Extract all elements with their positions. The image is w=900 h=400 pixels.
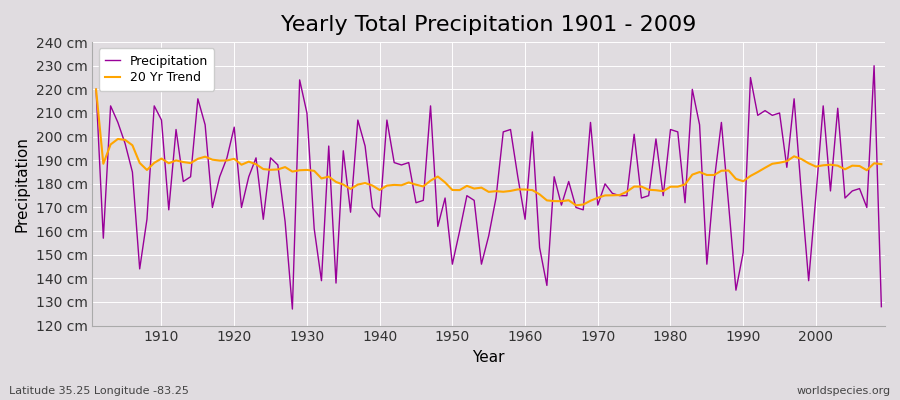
Precipitation bbox=[526, 130, 537, 134]
Y-axis label: Precipitation: Precipitation bbox=[15, 136, 30, 232]
20 Yr Trend bbox=[91, 87, 102, 92]
Precipitation bbox=[148, 104, 159, 108]
20 Yr Trend bbox=[614, 193, 625, 198]
Title: Yearly Total Precipitation 1901 - 2009: Yearly Total Precipitation 1901 - 2009 bbox=[281, 15, 697, 35]
Precipitation bbox=[360, 144, 371, 148]
Precipitation bbox=[868, 63, 879, 68]
20 Yr Trend bbox=[519, 187, 530, 192]
Precipitation bbox=[876, 304, 886, 309]
Precipitation bbox=[519, 217, 530, 222]
Legend: Precipitation, 20 Yr Trend: Precipitation, 20 Yr Trend bbox=[99, 48, 214, 91]
Precipitation bbox=[91, 87, 102, 92]
Text: Latitude 35.25 Longitude -83.25: Latitude 35.25 Longitude -83.25 bbox=[9, 386, 189, 396]
20 Yr Trend bbox=[148, 160, 159, 165]
Line: Precipitation: Precipitation bbox=[96, 66, 881, 309]
20 Yr Trend bbox=[512, 187, 523, 192]
20 Yr Trend bbox=[876, 162, 886, 166]
Text: worldspecies.org: worldspecies.org bbox=[796, 386, 891, 396]
Precipitation bbox=[287, 307, 298, 312]
20 Yr Trend bbox=[571, 203, 581, 208]
Precipitation bbox=[614, 193, 625, 198]
Precipitation bbox=[316, 278, 327, 283]
Line: 20 Yr Trend: 20 Yr Trend bbox=[96, 89, 881, 205]
20 Yr Trend bbox=[353, 182, 364, 187]
X-axis label: Year: Year bbox=[472, 350, 505, 365]
20 Yr Trend bbox=[309, 168, 320, 173]
